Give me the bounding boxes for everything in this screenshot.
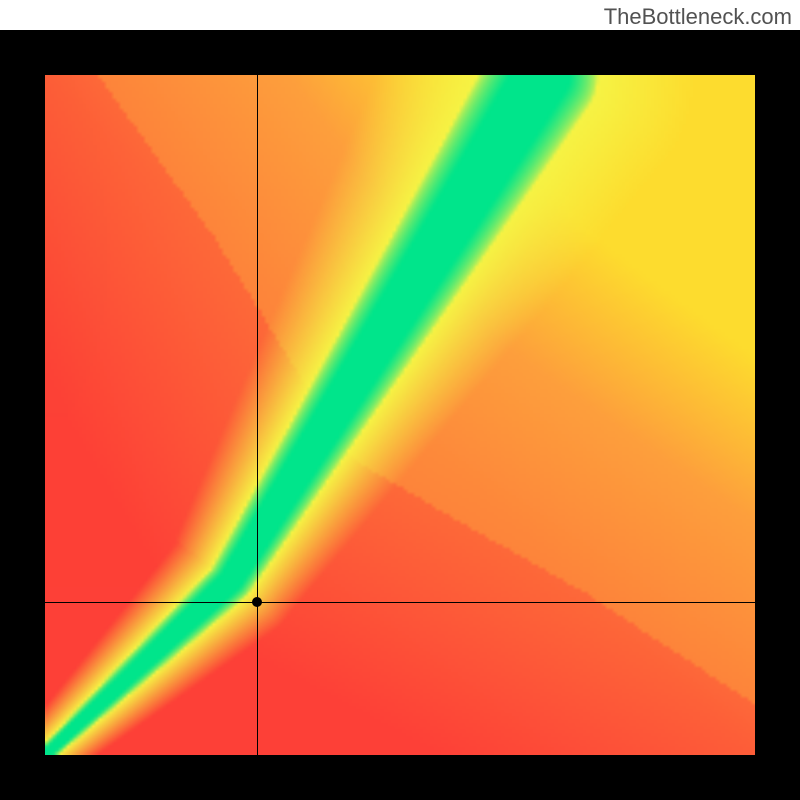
crosshair-vertical	[257, 75, 258, 755]
heatmap-canvas	[45, 75, 755, 755]
chart-container: TheBottleneck.com	[0, 0, 800, 800]
watermark-text: TheBottleneck.com	[604, 4, 792, 30]
outer-black-frame	[0, 30, 800, 800]
crosshair-horizontal	[45, 602, 755, 603]
plot-area	[45, 75, 755, 755]
marker-dot	[252, 597, 262, 607]
